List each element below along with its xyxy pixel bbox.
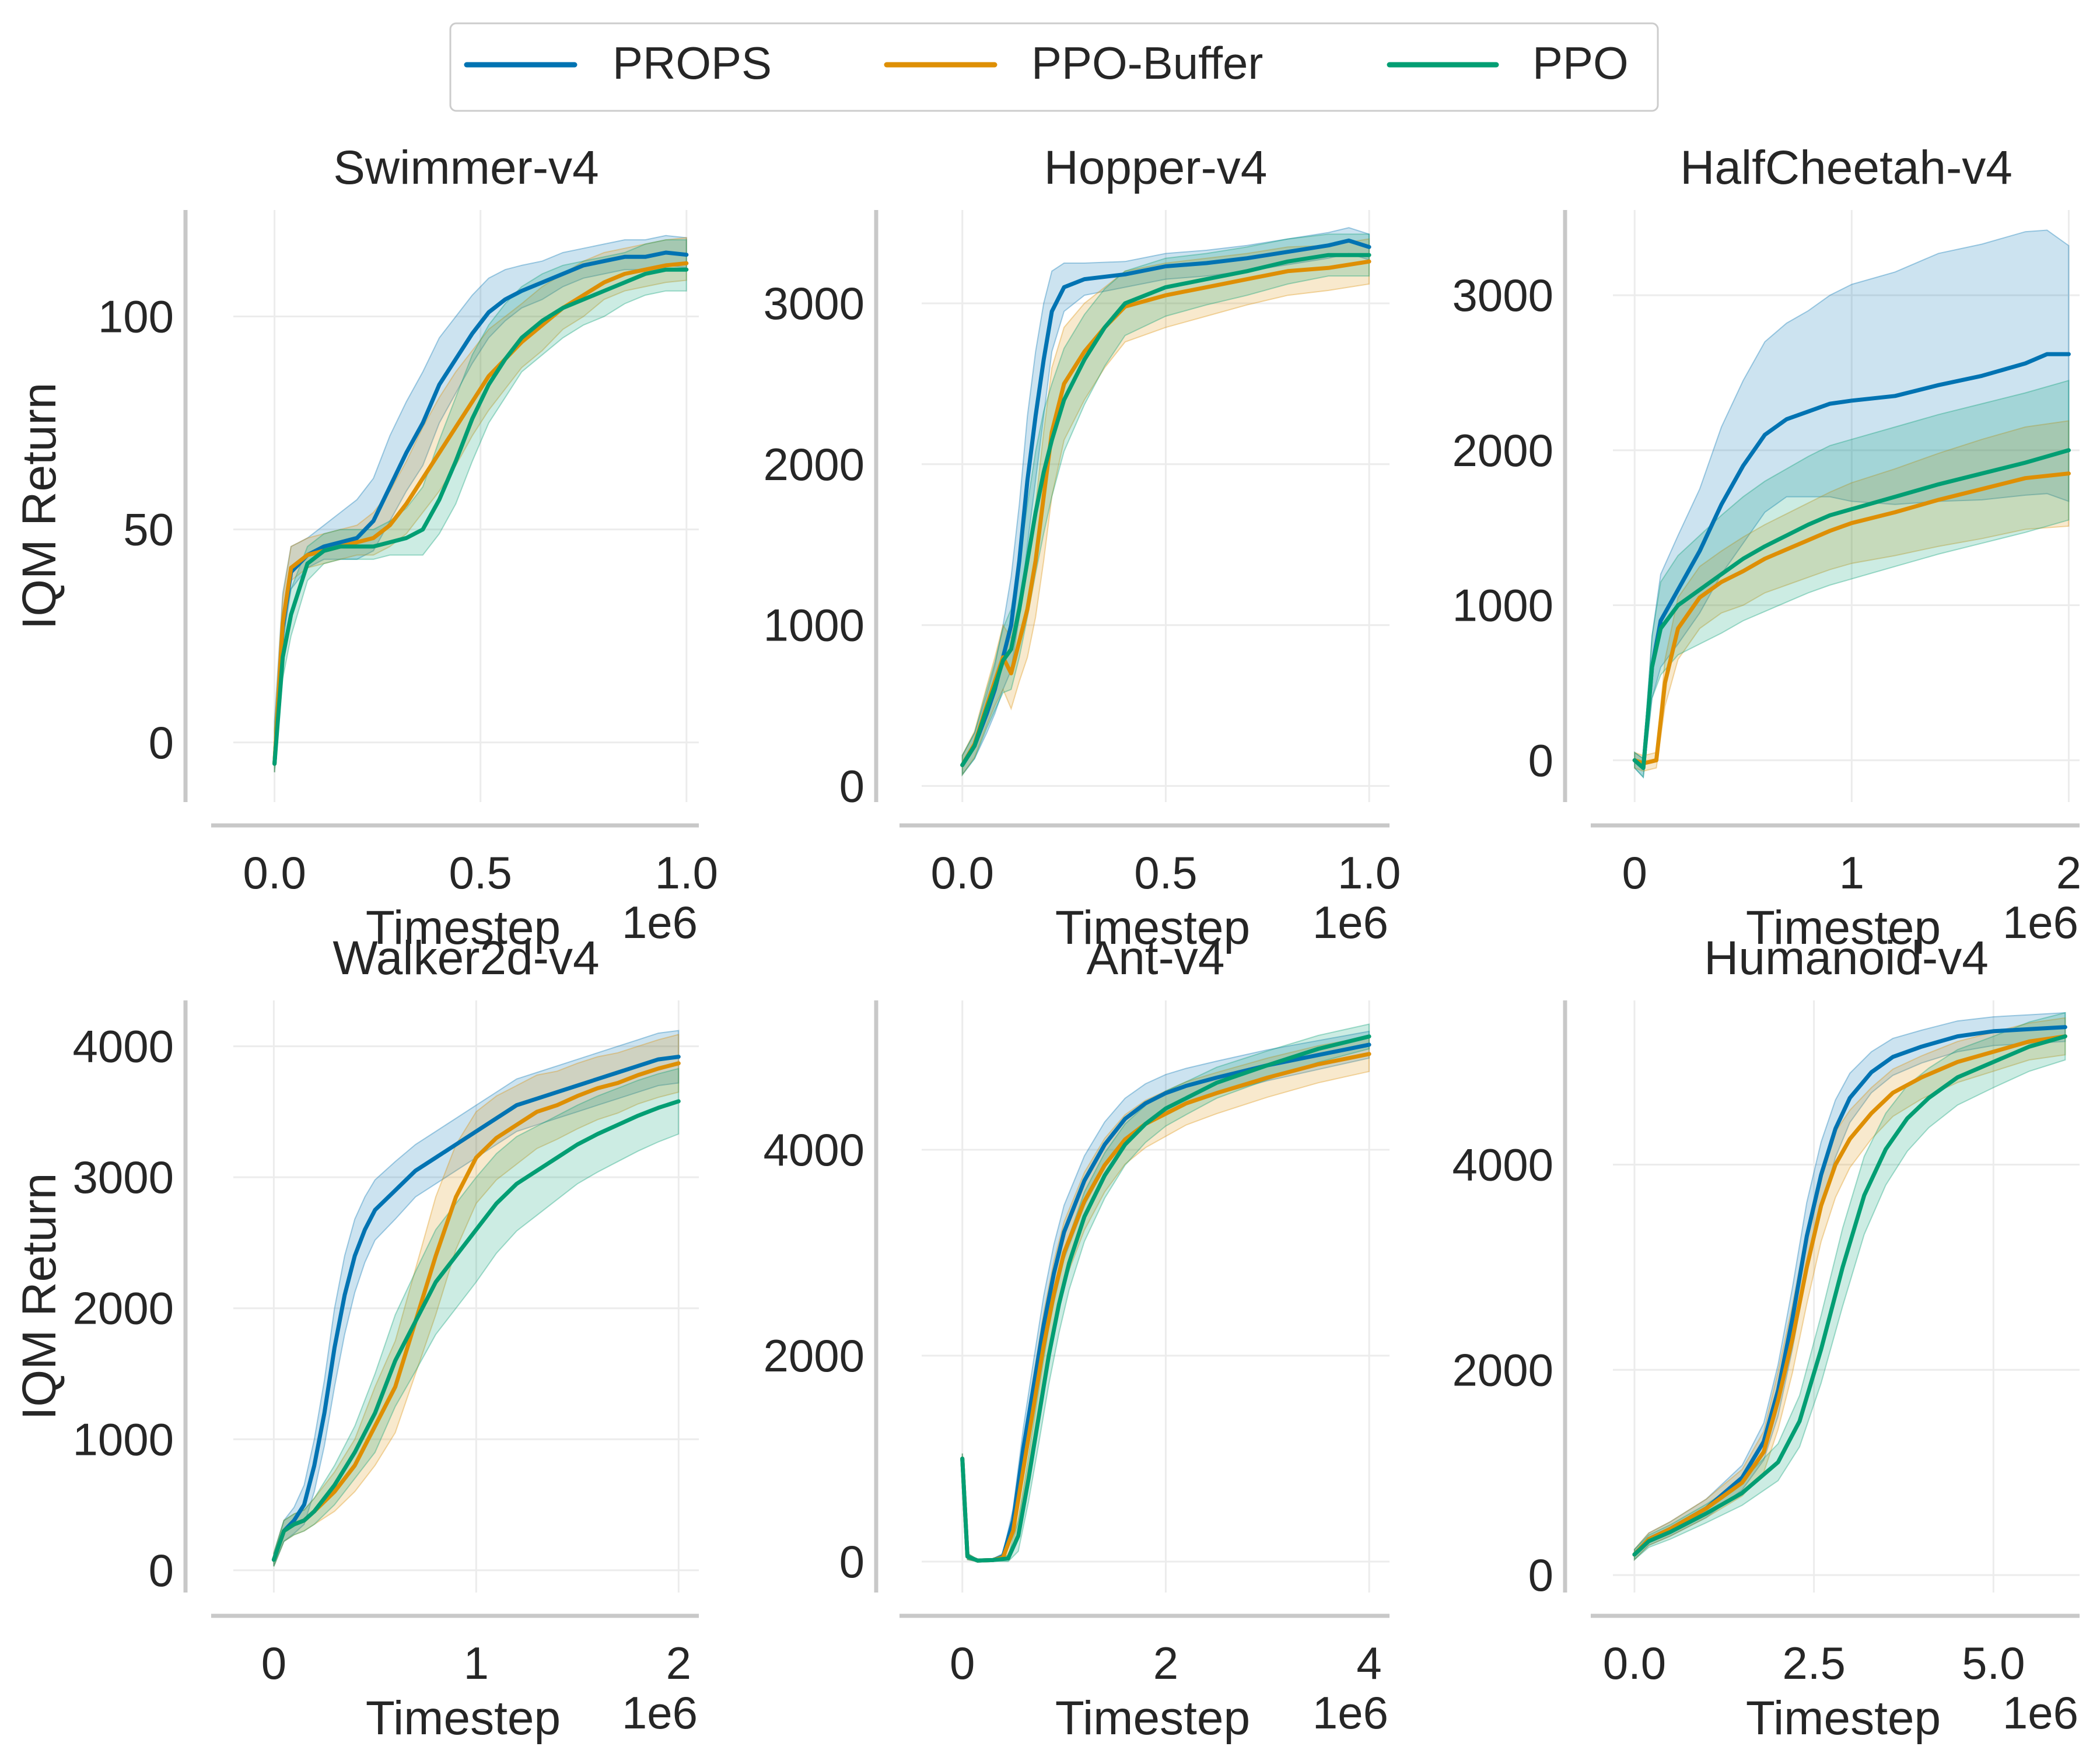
- x-tick-label: 1: [1839, 847, 1864, 898]
- band-ppo: [1633, 1012, 2066, 1561]
- x-offset-label: 1e6: [622, 897, 698, 948]
- legend-label-ppo: PPO: [1532, 37, 1629, 89]
- y-tick-label: 3000: [763, 278, 864, 329]
- series-line-ppo-buffer: [1632, 1034, 2067, 1557]
- y-tick-label: 2000: [763, 1330, 864, 1381]
- y-tick-label: 1000: [763, 600, 864, 651]
- series-line-props: [271, 1055, 681, 1562]
- y-tick-label: 0: [149, 717, 174, 768]
- y-tick-label: 4000: [72, 1021, 174, 1072]
- legend: PROPS PPO-Buffer PPO: [449, 22, 1659, 112]
- y-tick-label: 100: [98, 291, 174, 342]
- x-tick-label: 1.0: [655, 847, 718, 898]
- band-props: [1634, 229, 2070, 779]
- panel-humanoid: 0 2000 4000 0.0 2.5 5.0 Humanoid-v4 Timestep 1e6: [1452, 932, 2080, 1745]
- x-tick-label: 2: [666, 1637, 691, 1689]
- panel-title: HalfCheetah-v4: [1680, 141, 2013, 194]
- legend-label-props: PROPS: [612, 37, 772, 89]
- y-tick-label: 3000: [1452, 270, 1553, 321]
- y-tick-label: 0: [149, 1545, 174, 1596]
- panel-title: Swimmer-v4: [333, 141, 599, 194]
- x-axis-label: Timestep: [366, 901, 561, 954]
- x-axis-label: Timestep: [366, 1692, 561, 1745]
- y-tick-label: 1000: [72, 1413, 174, 1465]
- band-ppo: [961, 233, 1370, 777]
- x-tick-label: 0.0: [243, 847, 306, 898]
- y-tick-label: 4000: [763, 1124, 864, 1175]
- x-tick-label: 0.0: [931, 847, 994, 898]
- panel-walker2d: 0 1000 2000 3000 4000 0 1 2 Walker2d-v4 Timestep 1…: [13, 932, 699, 1745]
- y-axis-label: IQM Return: [13, 1173, 66, 1420]
- y-tick-label: 2000: [763, 439, 864, 490]
- band-ppo-buffer: [1634, 420, 2070, 772]
- x-tick-label: 5.0: [1962, 1637, 2025, 1689]
- panel-ant: 0 2000 4000 0 2 4 Ant-v4 Timestep 1e6: [763, 932, 1390, 1745]
- panel-halfcheetah: 0 1000 2000 3000 0 1 2 HalfCheetah-v4 Timestep 1e…: [1452, 141, 2081, 954]
- band-ppo: [961, 1023, 1370, 1563]
- series-line-props: [1632, 352, 2071, 770]
- x-axis-label: Timestep: [1746, 901, 1941, 954]
- y-tick-label: 50: [123, 504, 174, 555]
- x-axis-label: Timestep: [1055, 1692, 1250, 1745]
- panel-title: Hopper-v4: [1044, 141, 1268, 194]
- y-tick-label: 0: [839, 760, 864, 811]
- x-tick-label: 1.0: [1338, 847, 1401, 898]
- series-line-ppo: [960, 253, 1371, 768]
- x-offset-label: 1e6: [622, 1687, 698, 1738]
- x-axis-label: Timestep: [1746, 1692, 1941, 1745]
- band-props: [1633, 1012, 2066, 1562]
- series-line-ppo: [1632, 448, 2071, 770]
- x-tick-label: 2.5: [1782, 1637, 1845, 1689]
- x-tick-label: 2: [2056, 847, 2081, 898]
- x-tick-label: 4: [1356, 1637, 1381, 1689]
- band-ppo: [273, 1068, 680, 1567]
- y-tick-label: 1000: [1452, 580, 1553, 631]
- y-tick-label: 4000: [1452, 1139, 1553, 1190]
- x-tick-label: 0: [950, 1637, 975, 1689]
- x-tick-label: 0.5: [449, 847, 512, 898]
- band-ppo-buffer: [1633, 1017, 2066, 1562]
- x-tick-label: 0.5: [1134, 847, 1197, 898]
- panel-title: Ant-v4: [1087, 932, 1225, 985]
- x-offset-label: 1e6: [2003, 897, 2078, 948]
- y-tick-label: 2000: [72, 1283, 174, 1334]
- series-line-ppo: [1632, 1034, 2067, 1557]
- series-line-ppo: [960, 1034, 1371, 1563]
- x-tick-label: 0.0: [1603, 1637, 1666, 1689]
- band-props: [273, 1030, 680, 1567]
- panel-swimmer: 0 50 100 0.0 0.5 1.0 Swimmer-v4 Timestep 1e6 IQM …: [13, 141, 718, 954]
- series-line-props: [272, 250, 689, 766]
- band-ppo-buffer: [273, 1034, 680, 1567]
- x-offset-label: 1e6: [1312, 1687, 1388, 1738]
- x-offset-label: 1e6: [1312, 897, 1388, 948]
- series-line-ppo-buffer: [1632, 471, 2071, 766]
- x-tick-label: 0: [1622, 847, 1647, 898]
- x-axis-label: Timestep: [1055, 901, 1250, 954]
- y-tick-label: 2000: [1452, 1344, 1553, 1395]
- panel-title: Humanoid-v4: [1704, 932, 1989, 985]
- y-tick-label: 2000: [1452, 425, 1553, 476]
- x-tick-label: 0: [261, 1637, 286, 1689]
- y-tick-label: 0: [1528, 734, 1553, 786]
- x-tick-label: 2: [1153, 1637, 1178, 1689]
- legend-frame: [449, 22, 1659, 112]
- band-ppo-buffer: [274, 237, 687, 772]
- y-tick-label: 3000: [72, 1152, 174, 1203]
- band-props: [274, 235, 687, 772]
- panel-hopper: 0 1000 2000 3000 0.0 0.5 1.0 Hopper-v4 Timestep 1…: [763, 141, 1401, 954]
- y-tick-label: 0: [839, 1536, 864, 1587]
- legend-label-ppo-buffer: PPO-Buffer: [1031, 37, 1263, 89]
- panel-title: Walker2d-v4: [332, 932, 599, 985]
- x-offset-label: 1e6: [2003, 1687, 2078, 1738]
- y-tick-label: 0: [1528, 1549, 1553, 1601]
- x-tick-label: 1: [464, 1637, 489, 1689]
- y-axis-label: IQM Return: [13, 383, 66, 630]
- series-line-ppo: [271, 1099, 681, 1562]
- series-line-ppo: [272, 267, 689, 766]
